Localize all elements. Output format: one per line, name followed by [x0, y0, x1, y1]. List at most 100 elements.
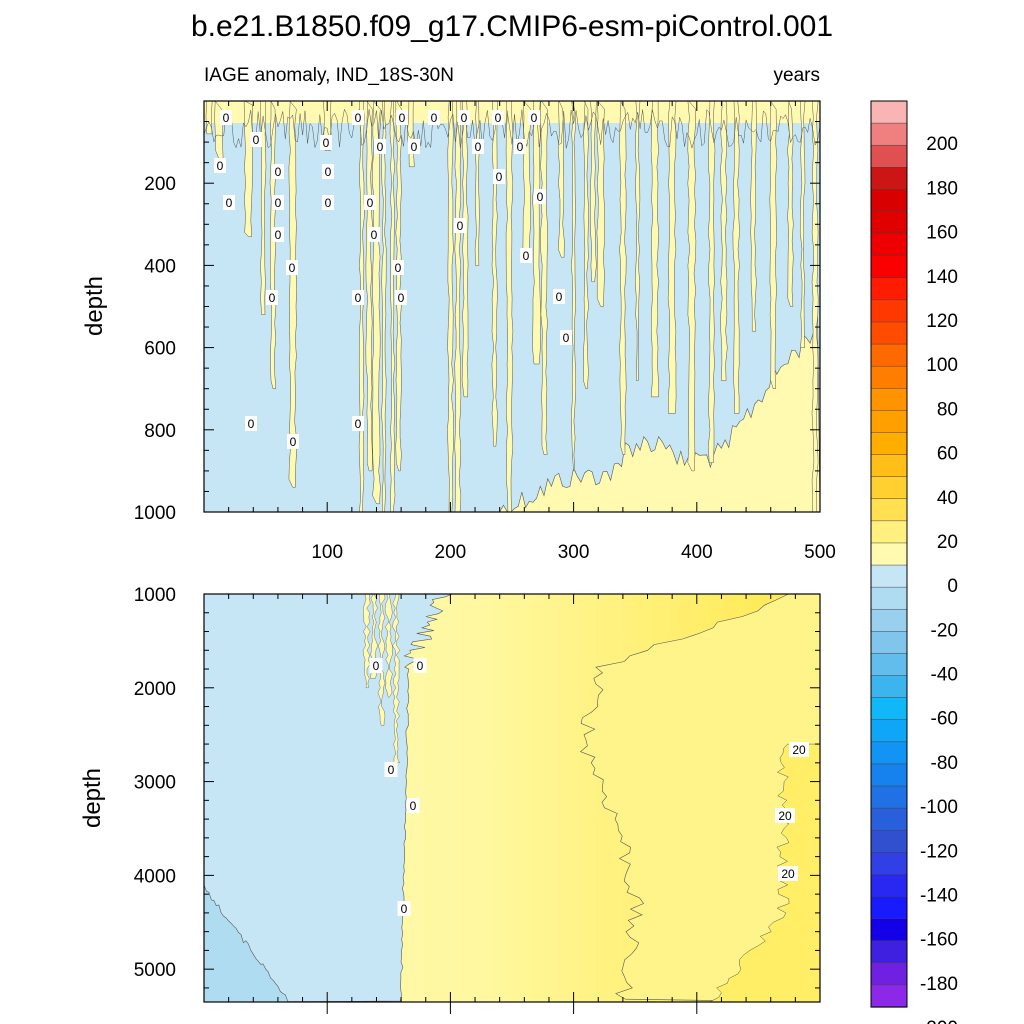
upper-positive-region [499, 312, 821, 513]
lower-contour-label-text: 0 [417, 659, 424, 673]
upper-contour-label-text: 0 [253, 133, 260, 147]
upper-streak [590, 100, 597, 283]
lower-contour-label-text: 20 [792, 743, 806, 757]
colorbar-swatch [870, 896, 908, 920]
upper-streak [583, 100, 589, 389]
upper-y-tick-label: 600 [144, 339, 176, 360]
upper-contour-label-text: 0 [517, 140, 524, 154]
colorbar-swatch [870, 432, 908, 456]
upper-contour-label: 0 [220, 110, 232, 125]
colorbar-swatch [870, 365, 908, 389]
upper-y-tick-label: 1000 [134, 503, 176, 524]
upper-contour-label: 0 [352, 416, 364, 431]
colorbar-label: -160 [920, 930, 958, 951]
upper-streak [769, 100, 778, 389]
upper-contour-label-text: 0 [495, 111, 502, 125]
upper-contour-label-text: 0 [290, 435, 297, 449]
upper-contour-label-text: 0 [411, 140, 418, 154]
colorbar-swatch [870, 852, 908, 876]
colorbar-label: 60 [937, 444, 958, 465]
lower-contour-label: 20 [789, 742, 809, 757]
upper-contour-label: 0 [320, 135, 332, 150]
lower-contour-label-text: 0 [373, 659, 380, 673]
upper-contour-label: 0 [493, 169, 505, 184]
upper-streak [532, 100, 541, 365]
upper-contour-label-text: 0 [431, 111, 438, 125]
upper-contour-label-text: 0 [475, 140, 482, 154]
lower-streak [362, 593, 371, 688]
upper-streak [288, 100, 297, 488]
colorbar-label: 120 [926, 311, 958, 332]
upper-contour-label: 0 [368, 227, 380, 242]
colorbar-swatch [870, 321, 908, 345]
upper-contour-label: 0 [472, 139, 484, 154]
colorbar-swatch [870, 100, 908, 124]
upper-contour-label-text: 0 [531, 111, 538, 125]
upper-y-tick-label: 800 [144, 421, 176, 442]
upper-contour-label: 0 [458, 110, 470, 125]
upper-x-tick-label: 200 [435, 542, 467, 563]
upper-contour-label-text: 0 [395, 261, 402, 275]
upper-streak [667, 100, 677, 414]
colorbar-swatch [870, 962, 908, 986]
colorbar-swatch [870, 388, 908, 412]
colorbar-swatch [870, 719, 908, 743]
colorbar-swatch [870, 608, 908, 632]
upper-contour-label: 0 [514, 139, 526, 154]
colorbar-swatch [870, 940, 908, 964]
colorbar-swatch [870, 763, 908, 787]
upper-plot-area: 0 0 0 0 0 0 0 0 0 0 0 0 0 0 0 0 0 0 0 0 0 0 0 0 0 0 0 0 0 0 0 0 0 0 0 0 [203, 100, 821, 513]
upper-streak [687, 100, 697, 472]
lower-contour-label: 0 [369, 658, 383, 673]
upper-contour-label: 0 [395, 290, 407, 305]
upper-ylabel: depth [81, 276, 108, 336]
upper-contour-label-text: 0 [323, 136, 330, 150]
upper-contour-label: 0 [364, 195, 376, 210]
lower-contour-label-text: 20 [778, 809, 792, 823]
lower-streak [370, 593, 378, 679]
upper-contour-label-text: 0 [275, 196, 282, 210]
colorbar-swatch [870, 167, 908, 191]
lower-y-tick-label: 5000 [134, 960, 176, 981]
upper-contour-label: 0 [534, 189, 546, 204]
upper-streak [372, 100, 381, 505]
upper-contour-label: 0 [553, 289, 565, 304]
upper-contour-label-text: 0 [355, 417, 362, 431]
colorbar-swatch [870, 542, 908, 566]
colorbar-swatch [870, 874, 908, 898]
figure-title: b.e21.B1850.f09_g17.CMIP6-esm-piControl.… [191, 10, 833, 43]
lower-contour-label-text: 0 [410, 799, 417, 813]
upper-contour-label: 0 [214, 158, 226, 173]
colorbar-label: 160 [926, 223, 958, 244]
upper-contour-label: 0 [352, 290, 364, 305]
upper-contour-label-text: 0 [269, 291, 276, 305]
colorbar-swatch [870, 785, 908, 809]
upper-streak [750, 100, 757, 332]
upper-contour-label-text: 0 [367, 196, 374, 210]
lower-mid-positive-region [579, 593, 821, 1003]
colorbar-label: -60 [931, 709, 958, 730]
upper-x-tick-label: 100 [311, 542, 343, 563]
upper-contour-label: 0 [223, 195, 235, 210]
upper-subtitle-right: years [774, 65, 820, 86]
lower-contour-label: 0 [397, 901, 411, 916]
upper-contour-label: 0 [528, 110, 540, 125]
upper-subtitle-left: IAGE anomaly, IND_18S-30N [204, 65, 454, 86]
lower-plot-area: 0 0 0 0 0 20 20 20 [203, 593, 821, 1003]
lower-contour-label: 0 [413, 658, 427, 673]
upper-contour-label-text: 0 [399, 111, 406, 125]
upper-streak [461, 100, 469, 398]
colorbar-swatch [870, 476, 908, 500]
upper-contour-label: 0 [560, 330, 572, 345]
upper-streak [619, 100, 627, 455]
upper-contour-label-text: 0 [563, 331, 570, 345]
colorbar: 200180160140120100806040200-20-40-60-80-… [870, 100, 958, 1024]
upper-streak [365, 100, 373, 472]
upper-contour-label-text: 0 [461, 111, 468, 125]
colorbar-label: 20 [937, 532, 958, 553]
colorbar-swatch [870, 233, 908, 257]
upper-contour-label-text: 0 [325, 196, 332, 210]
lower-contour-label: 20 [778, 866, 798, 881]
colorbar-swatch [870, 984, 908, 1008]
upper-streak [732, 100, 740, 414]
